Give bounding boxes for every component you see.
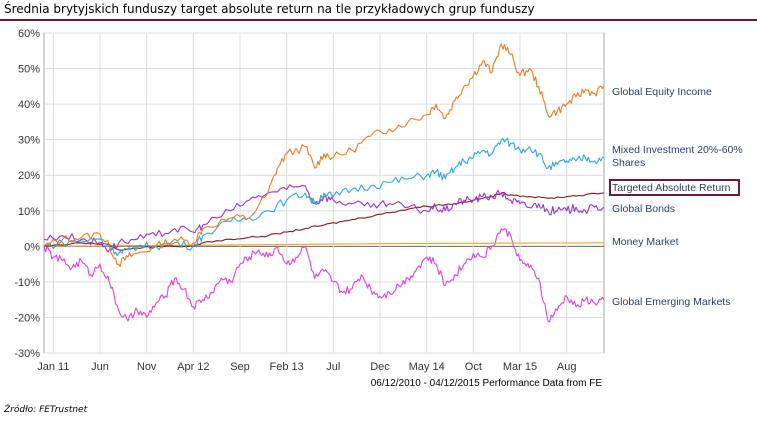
x-tick-label: Jul — [326, 361, 340, 373]
series-line-2 — [43, 192, 605, 251]
x-axis-ticks: Jan 11 Jun Nov Apr 12 Sep Feb 13 Jul Dec May 14 O… — [37, 361, 576, 373]
series-line-3 — [43, 184, 605, 253]
y-tick-label: 10% — [18, 206, 40, 218]
x-tick-label: Feb 13 — [270, 361, 304, 373]
y-tick-label: 50% — [18, 64, 40, 76]
source-note: Źródło: FETrustnet — [4, 405, 88, 415]
x-tick-label: Aug — [557, 361, 577, 373]
x-tick-label: Sep — [230, 361, 250, 373]
period-caption: 06/12/2010 - 04/12/2015 Performance Data… — [371, 378, 603, 389]
grid — [43, 32, 605, 354]
series-line-0 — [43, 43, 605, 267]
y-tick-label: -10% — [14, 277, 40, 289]
x-tick-label: Jun — [91, 361, 109, 373]
y-tick-label: -30% — [14, 348, 40, 360]
title-rule — [0, 19, 757, 21]
x-tick-label: Apr 12 — [177, 361, 209, 373]
legend-label-5: Global Emerging Markets — [612, 296, 730, 308]
chart-title: Średnia brytyjskich funduszy target abso… — [4, 2, 535, 16]
y-tick-label: 40% — [18, 99, 40, 111]
series-line-1 — [43, 137, 605, 257]
x-tick-label: Jan 11 — [37, 361, 69, 373]
y-tick-label: 60% — [18, 28, 40, 40]
series-lines — [43, 43, 605, 323]
x-tick-label: May 14 — [409, 361, 445, 373]
series-line-4 — [43, 242, 604, 247]
x-tick-label: Oct — [465, 361, 482, 373]
legend-label-0: Global Equity Income — [612, 86, 712, 98]
y-axis-ticks: 60% 50% 40% 30% 20% 10% 0% -10% -20% -30% — [14, 28, 40, 360]
x-tick-label: Dec — [370, 361, 390, 373]
legend-label-2: Targeted Absolute Return — [612, 182, 731, 194]
legend-label-3: Global Bonds — [612, 203, 675, 215]
x-tick-label: Mar 15 — [503, 361, 537, 373]
legend-label-1-line2: Shares — [612, 157, 645, 169]
y-tick-label: 30% — [18, 135, 40, 147]
legend-label-1-line1: Mixed Investment 20%-60% — [612, 144, 743, 156]
legend-label-4: Money Market — [612, 236, 679, 248]
y-tick-label: 0% — [24, 241, 40, 253]
series-line-5 — [43, 228, 605, 323]
highlight-box — [609, 179, 740, 196]
y-tick-label: -20% — [14, 312, 40, 324]
x-tick-label: Nov — [137, 361, 157, 373]
y-tick-label: 20% — [18, 170, 40, 182]
legend: Global Equity Income Mixed Investment 20%… — [609, 86, 743, 308]
